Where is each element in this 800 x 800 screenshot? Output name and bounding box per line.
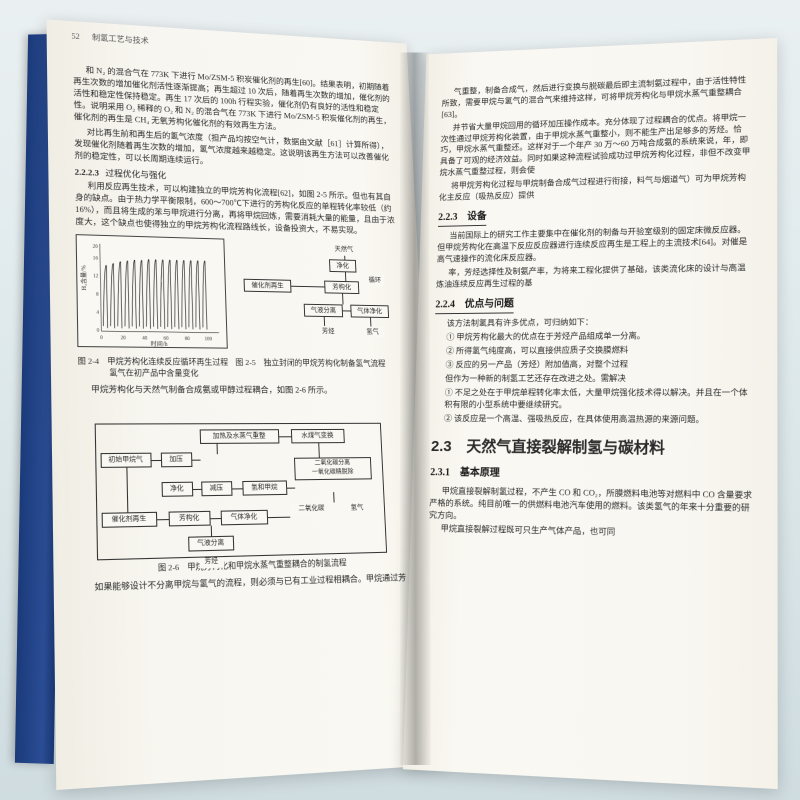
svg-text:16: 16 — [93, 256, 99, 261]
svg-text:0: 0 — [100, 336, 103, 341]
list-item: ① 甲烷芳构化最大的优点在于芳烃产品组成单一分离。 — [446, 330, 754, 344]
list-item: ② 所得氢气纯度高，可以直接供应质子交换膜燃料 — [446, 344, 754, 358]
chart-2-4: 04 812 1620 020 4060 80100 — [76, 234, 228, 349]
svg-text:40: 40 — [142, 336, 148, 341]
page-header: 制氢工艺与技术 — [92, 32, 149, 47]
right-page: 气重整，制备合成气，然后进行变换与脱碳最后即主流制氨过程中，由于活性特性所致，需… — [403, 38, 778, 789]
paragraph: 甲烷芳构化与天然气制备合成氨或甲醇过程耦合，如图 2-6 所示。 — [78, 383, 408, 396]
svg-text:80: 80 — [185, 337, 191, 342]
paragraph: 和 N₂ 的混合气在 773K 下进行 Mo/ZSM-5 积炭催化剂的再生[60… — [73, 64, 395, 138]
list-item: ① 不足之处在于甲烷单程转化率太低，大量甲烷强化技术得以解决。并且在一个体积有限… — [444, 387, 754, 412]
open-book: 52 制氢工艺与技术 和 N₂ 的混合气在 773K 下进行 Mo/ZSM-5 … — [20, 30, 780, 790]
paragraph: 但作为一种新的制氢工艺还存在改进之处。需解决 — [433, 372, 754, 385]
section-heading: 2.2.4 优点与问题 — [435, 294, 754, 314]
svg-text:H₂含量/%: H₂含量/% — [79, 265, 88, 291]
svg-text:0: 0 — [97, 329, 100, 334]
paragraph: 该方法制氢具有许多优点，可归纳如下： — [435, 315, 754, 330]
figure-caption: 图 2-5 独立封闭的甲烷芳构化制备氢气流程 — [234, 357, 387, 381]
section-heading: 2.3.1 基本原理 — [430, 466, 754, 485]
svg-text:12: 12 — [93, 274, 99, 279]
svg-text:100: 100 — [204, 337, 212, 342]
figure-row: 04 812 1620 020 4060 80100 — [76, 234, 406, 350]
svg-text:8: 8 — [96, 292, 99, 297]
list-item: ③ 反应的另一产品（芳烃）附加值高，对整个过程 — [445, 358, 754, 371]
figure-caption: 图 2-4 甲烷芳构化连续反应循环再生过程氢气在初产品中含量变化 — [78, 355, 229, 379]
paragraph: 并节省大量甲烷回用的循环加压操作成本。充分体现了过程耦合的优点。将甲烷一次性通过… — [439, 111, 754, 179]
paragraph: 率，芳烃选择性及制氨产率，为将来工程化提供了基础，该类流化床的设计与高温炼油连续… — [436, 262, 754, 291]
flowchart-2-5: 天然气净化催化剂再生芳构化循环气液分离气体净化芳烃氢气 — [232, 239, 388, 351]
svg-text:20: 20 — [93, 244, 99, 249]
chapter-heading: 2.3 天然气直接裂解制氢与碳材料 — [431, 436, 754, 461]
list-item: ② 该反应是一个高温、强吸热反应，在具体使用高温热源的来源问题。 — [444, 413, 754, 426]
svg-text:20: 20 — [121, 336, 127, 341]
svg-text:4: 4 — [96, 311, 99, 316]
left-page: 52 制氢工艺与技术 和 N₂ 的混合气在 773K 下进行 Mo/ZSM-5 … — [46, 19, 444, 790]
page-number: 52 — [71, 31, 79, 43]
paragraph: 当前国际上的研究工作主要集中在催化剂的制备与开验室级别的固定床微反应器。但甲烷芳… — [437, 224, 754, 265]
section-heading: 2.2.3 设备 — [438, 204, 754, 228]
paragraph: 甲烷直接裂解制氢过程，不产生 CO 和 CO₂，所膜燃料电池等对燃料中 CO 含… — [429, 485, 754, 527]
flowchart-2-6: 初始甲烷气加压加热及水蒸气重整水煤气变换净化减压氢和甲烷二氧化碳分离 一氧化碳精… — [93, 400, 404, 560]
